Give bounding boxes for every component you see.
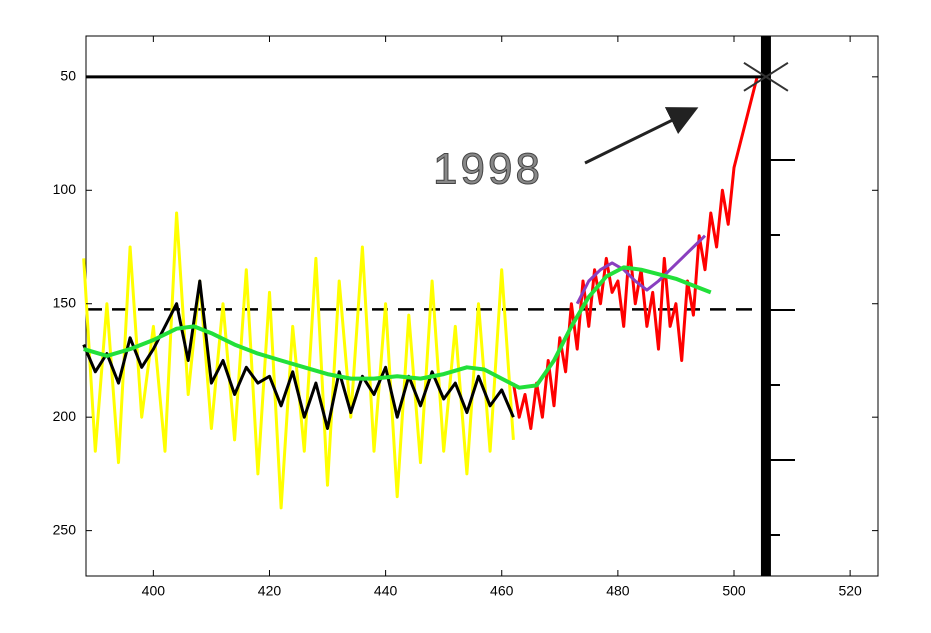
- x-tick-label: 400: [142, 583, 166, 599]
- series-line: [511, 76, 759, 430]
- marker-x: [743, 61, 789, 92]
- x-tick-label: 460: [490, 583, 514, 599]
- annotation-arrow: [584, 107, 699, 165]
- y-tick-label: 150: [53, 294, 77, 310]
- y-tick-label: 250: [53, 521, 77, 537]
- series-line: [82, 279, 515, 430]
- plot-frame: [85, 35, 879, 577]
- plot-area: [82, 36, 771, 576]
- x-tick-label: 520: [838, 583, 862, 599]
- vline-ticks: [765, 159, 795, 536]
- y-tick-label: 100: [53, 181, 77, 197]
- x-tick-label: 500: [722, 583, 746, 599]
- x-tick-label: 480: [606, 583, 630, 599]
- series-line: [575, 234, 707, 305]
- y-tick-label: 200: [53, 408, 77, 424]
- y-tick-label: 50: [60, 68, 76, 84]
- series-line: [83, 265, 712, 390]
- x-tick-label: 420: [258, 583, 282, 599]
- x-tick-label: 440: [374, 583, 398, 599]
- annotation: 1998: [433, 145, 543, 194]
